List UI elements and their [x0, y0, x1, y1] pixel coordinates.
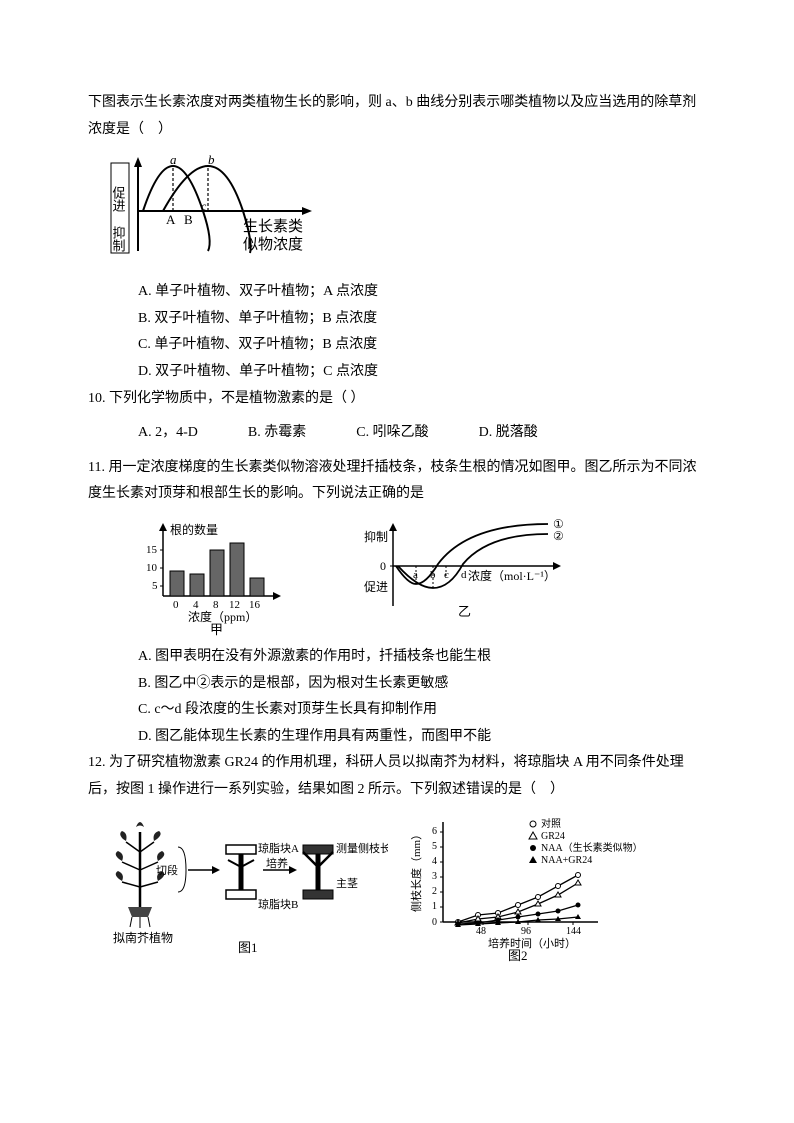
svg-text:6: 6 [432, 826, 437, 837]
svg-text:浓度（mol·L⁻¹）: 浓度（mol·L⁻¹） [468, 568, 556, 583]
svg-text:抑制: 抑制 [111, 226, 126, 252]
svg-text:切段: 切段 [156, 863, 178, 877]
svg-text:测量侧枝长度: 测量侧枝长度 [336, 841, 388, 855]
svg-text:0: 0 [432, 917, 437, 928]
q11-optC: C. c～d 段浓度的生长素对顶芽生长具有抑制作用 [138, 697, 706, 724]
q9-chart: a b A B c 促进 抑制 生长素类 似物浓度 [108, 151, 706, 271]
svg-text:侧枝长度（mm）: 侧枝长度（mm） [409, 828, 423, 911]
q11-optD: D. 图乙能体现生长素的生理作用具有两重性，而图甲不能 [138, 724, 706, 751]
svg-text:96: 96 [521, 926, 531, 937]
svg-text:A: A [166, 212, 176, 227]
svg-text:GR24: GR24 [541, 831, 565, 842]
q10-stem: 10. 下列化学物质中，不是植物激素的是（ ） [88, 386, 706, 413]
q11-optA: A. 图甲表明在没有外源激素的作用时，扦插枝条也能生根 [138, 644, 706, 671]
svg-text:b: b [208, 152, 215, 167]
q10-optA: A. 2，4-D [138, 420, 198, 447]
svg-text:c: c [201, 199, 207, 213]
svg-text:培养: 培养 [266, 856, 288, 870]
q12-fig1: 拟南芥植物 切段 琼脂块A 琼脂块B 培养 测量侧枝长度 主茎 [108, 812, 388, 962]
svg-text:促进: 促进 [111, 186, 126, 213]
svg-text:a: a [170, 152, 177, 167]
svg-text:3: 3 [432, 871, 437, 882]
svg-text:②: ② [553, 529, 564, 543]
svg-text:琼脂块A: 琼脂块A [258, 841, 299, 855]
svg-text:48: 48 [476, 926, 486, 937]
svg-text:1: 1 [432, 901, 437, 912]
svg-text:拟南芥植物: 拟南芥植物 [113, 930, 173, 945]
svg-text:a: a [413, 569, 418, 581]
q9-optA: A. 单子叶植物、双子叶植物；A 点浓度 [138, 279, 706, 306]
svg-text:甲: 甲 [210, 622, 223, 636]
svg-text:培养时间（小时）: 培养时间（小时） [488, 936, 576, 950]
svg-text:0: 0 [380, 559, 386, 573]
svg-text:0: 0 [173, 599, 179, 611]
svg-text:图1: 图1 [238, 940, 258, 955]
svg-text:144: 144 [566, 926, 581, 937]
svg-text:2: 2 [432, 886, 437, 897]
svg-text:琼脂块B: 琼脂块B [258, 897, 298, 911]
q9-optD: D. 双子叶植物、单子叶植物；C 点浓度 [138, 359, 706, 386]
svg-text:对照: 对照 [541, 817, 561, 830]
q10-optB: B. 赤霉素 [248, 420, 306, 447]
svg-text:5: 5 [432, 841, 437, 852]
svg-text:15: 15 [146, 544, 158, 556]
q9-stem: 下图表示生长素浓度对两类植物生长的影响，则 a、b 曲线分别表示哪类植物以及应当… [88, 90, 706, 143]
svg-text:4: 4 [432, 856, 437, 867]
svg-text:5: 5 [152, 580, 158, 592]
svg-text:主茎: 主茎 [336, 877, 358, 890]
svg-text:似物浓度: 似物浓度 [243, 236, 303, 253]
svg-text:促进: 促进 [364, 580, 388, 594]
svg-text:抑制: 抑制 [364, 529, 388, 544]
q11-chart2: a b c d 抑制 0 促进 浓度（mol·L⁻¹） ① ② 乙 [358, 516, 588, 636]
q11-optB: B. 图乙中②表示的是根部，因为根对生长素更敏感 [138, 671, 706, 698]
q11-chart1: 5 10 15 0 4 8 12 16 根的数量 浓度（ppm） 甲 [128, 516, 298, 636]
svg-text:图2: 图2 [508, 948, 528, 962]
svg-text:b: b [430, 569, 436, 581]
svg-text:乙: 乙 [458, 604, 471, 619]
svg-text:生长素类: 生长素类 [243, 218, 303, 235]
q9-optB: B. 双子叶植物、单子叶植物；B 点浓度 [138, 306, 706, 333]
svg-text:10: 10 [146, 562, 158, 574]
q12-fig2: 0 1 2 3 4 5 6 48 96 144 侧枝长度（mm） 培养时间（小时） 对照 GR… [408, 812, 708, 962]
svg-text:NAA+GR24: NAA+GR24 [541, 855, 592, 866]
svg-text:B: B [184, 212, 193, 227]
q9-optC: C. 单子叶植物、双子叶植物；B 点浓度 [138, 332, 706, 359]
svg-text:根的数量: 根的数量 [170, 522, 218, 537]
q12-stem: 12. 为了研究植物激素 GR24 的作用机理，科研人员以拟南芥为材料，将琼脂块… [88, 750, 706, 803]
q10-optD: D. 脱落酸 [479, 420, 538, 447]
q11-stem: 11. 用一定浓度梯度的生长素类似物溶液处理扦插枝条，枝条生根的情况如图甲。图乙… [88, 455, 706, 508]
q10-optC: C. 吲哚乙酸 [356, 420, 428, 447]
svg-text:d: d [461, 569, 467, 581]
svg-text:NAA（生长素类似物）: NAA（生长素类似物） [541, 841, 643, 854]
svg-text:c: c [444, 569, 449, 581]
